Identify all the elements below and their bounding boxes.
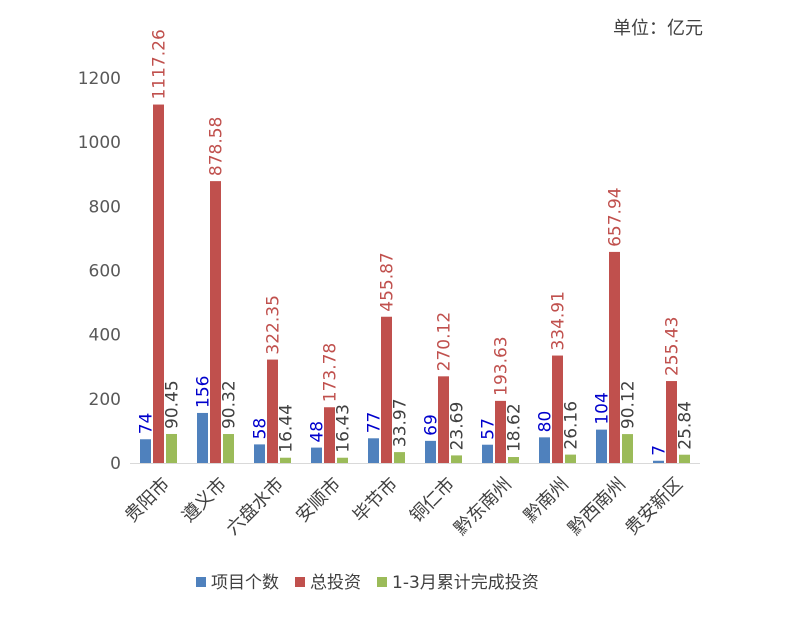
data-label: 25.84 <box>676 401 696 450</box>
data-labels: 74 1117.26 90.45 156 878.58 90.32 58 322.35 16.4… <box>137 29 696 456</box>
bar-project-count <box>368 438 379 463</box>
data-label: 77 <box>365 412 385 434</box>
bar-total-investment <box>609 251 620 463</box>
data-label: 58 <box>251 418 271 440</box>
bar-q1-completed <box>223 434 234 463</box>
legend-swatch <box>196 577 206 587</box>
bar-total-investment <box>324 407 335 463</box>
bar-q1-completed <box>337 457 348 463</box>
bar-project-count <box>653 460 664 463</box>
y-tick-label: 800 <box>89 197 121 217</box>
x-category-label: 黔南州 <box>520 474 573 527</box>
data-label: 26.16 <box>562 401 582 450</box>
data-label: 193.63 <box>492 336 512 395</box>
data-label: 255.43 <box>663 317 683 376</box>
data-label: 657.94 <box>606 187 626 246</box>
data-label: 90.32 <box>220 380 240 429</box>
unit-label: 单位：亿元 <box>613 18 703 39</box>
data-label: 270.12 <box>435 312 455 371</box>
data-label: 57 <box>479 418 499 440</box>
data-label: 90.45 <box>163 380 183 429</box>
data-label: 80 <box>536 411 556 433</box>
x-category-label: 铜仁市 <box>406 474 459 527</box>
bar-project-count <box>140 439 151 463</box>
data-label: 16.44 <box>277 404 297 453</box>
x-category-label: 六盘水市 <box>222 474 288 540</box>
bar-project-count <box>596 429 607 463</box>
data-label: 104 <box>593 392 613 424</box>
bar-total-investment <box>153 104 164 464</box>
bar-q1-completed <box>280 457 291 463</box>
bar-total-investment <box>495 400 506 463</box>
y-tick-label: 600 <box>89 262 121 282</box>
x-category-label: 贵安新区 <box>621 474 687 540</box>
x-category-label: 黔东南州 <box>450 474 516 540</box>
data-label: 90.12 <box>619 380 639 429</box>
bar-total-investment <box>552 355 563 463</box>
bar-q1-completed <box>679 454 690 463</box>
bar-total-investment <box>210 181 221 463</box>
x-category-label: 安顺市 <box>292 474 345 527</box>
legend-label: 1-3月累计完成投资 <box>392 573 539 593</box>
bar-q1-completed <box>565 454 576 463</box>
bar-project-count <box>539 437 550 463</box>
data-label: 18.62 <box>505 403 525 452</box>
bar-q1-completed <box>451 455 462 463</box>
y-tick-label: 1200 <box>78 69 121 89</box>
bars <box>140 104 690 464</box>
y-tick-label: 0 <box>110 454 121 474</box>
y-axis: 0 200 400 600 800 1000 1200 <box>78 69 121 474</box>
data-label: 322.35 <box>264 295 284 354</box>
legend: 项目个数 总投资 1-3月累计完成投资 <box>196 573 539 593</box>
legend-swatch <box>377 577 387 587</box>
data-label: 74 <box>137 413 157 435</box>
x-category-label: 黔西南州 <box>564 474 630 540</box>
data-label: 173.78 <box>321 343 341 402</box>
data-label: 455.87 <box>378 252 398 311</box>
data-label: 878.58 <box>207 117 227 176</box>
data-label: 69 <box>422 414 442 436</box>
data-label: 334.91 <box>549 291 569 350</box>
bar-project-count <box>482 444 493 463</box>
y-tick-label: 400 <box>89 326 121 346</box>
legend-label: 项目个数 <box>211 573 279 593</box>
bar-total-investment <box>267 359 278 463</box>
data-label: 16.43 <box>334 404 354 453</box>
bar-project-count <box>197 412 208 463</box>
legend-label: 总投资 <box>310 573 361 593</box>
bar-project-count <box>311 447 322 463</box>
data-label: 33.97 <box>391 398 411 447</box>
bar-total-investment <box>381 316 392 463</box>
data-label: 48 <box>308 421 328 443</box>
x-category-label: 遵义市 <box>178 474 231 527</box>
y-tick-label: 1000 <box>78 133 121 153</box>
x-category-label: 毕节市 <box>349 474 402 527</box>
data-label: 1117.26 <box>150 29 170 99</box>
bar-total-investment <box>438 376 449 463</box>
data-label: 7 <box>650 445 670 456</box>
bar-q1-completed <box>166 433 177 463</box>
bar-project-count <box>425 440 436 463</box>
bar-q1-completed <box>508 457 519 463</box>
bar-project-count <box>254 444 265 463</box>
bar-total-investment <box>666 381 677 463</box>
x-category-label: 贵阳市 <box>121 474 174 527</box>
legend-swatch <box>295 577 305 587</box>
bar-q1-completed <box>622 434 633 463</box>
data-label: 23.69 <box>448 402 468 451</box>
y-tick-label: 200 <box>89 390 121 410</box>
data-label: 156 <box>194 375 214 407</box>
bar-q1-completed <box>394 452 405 463</box>
